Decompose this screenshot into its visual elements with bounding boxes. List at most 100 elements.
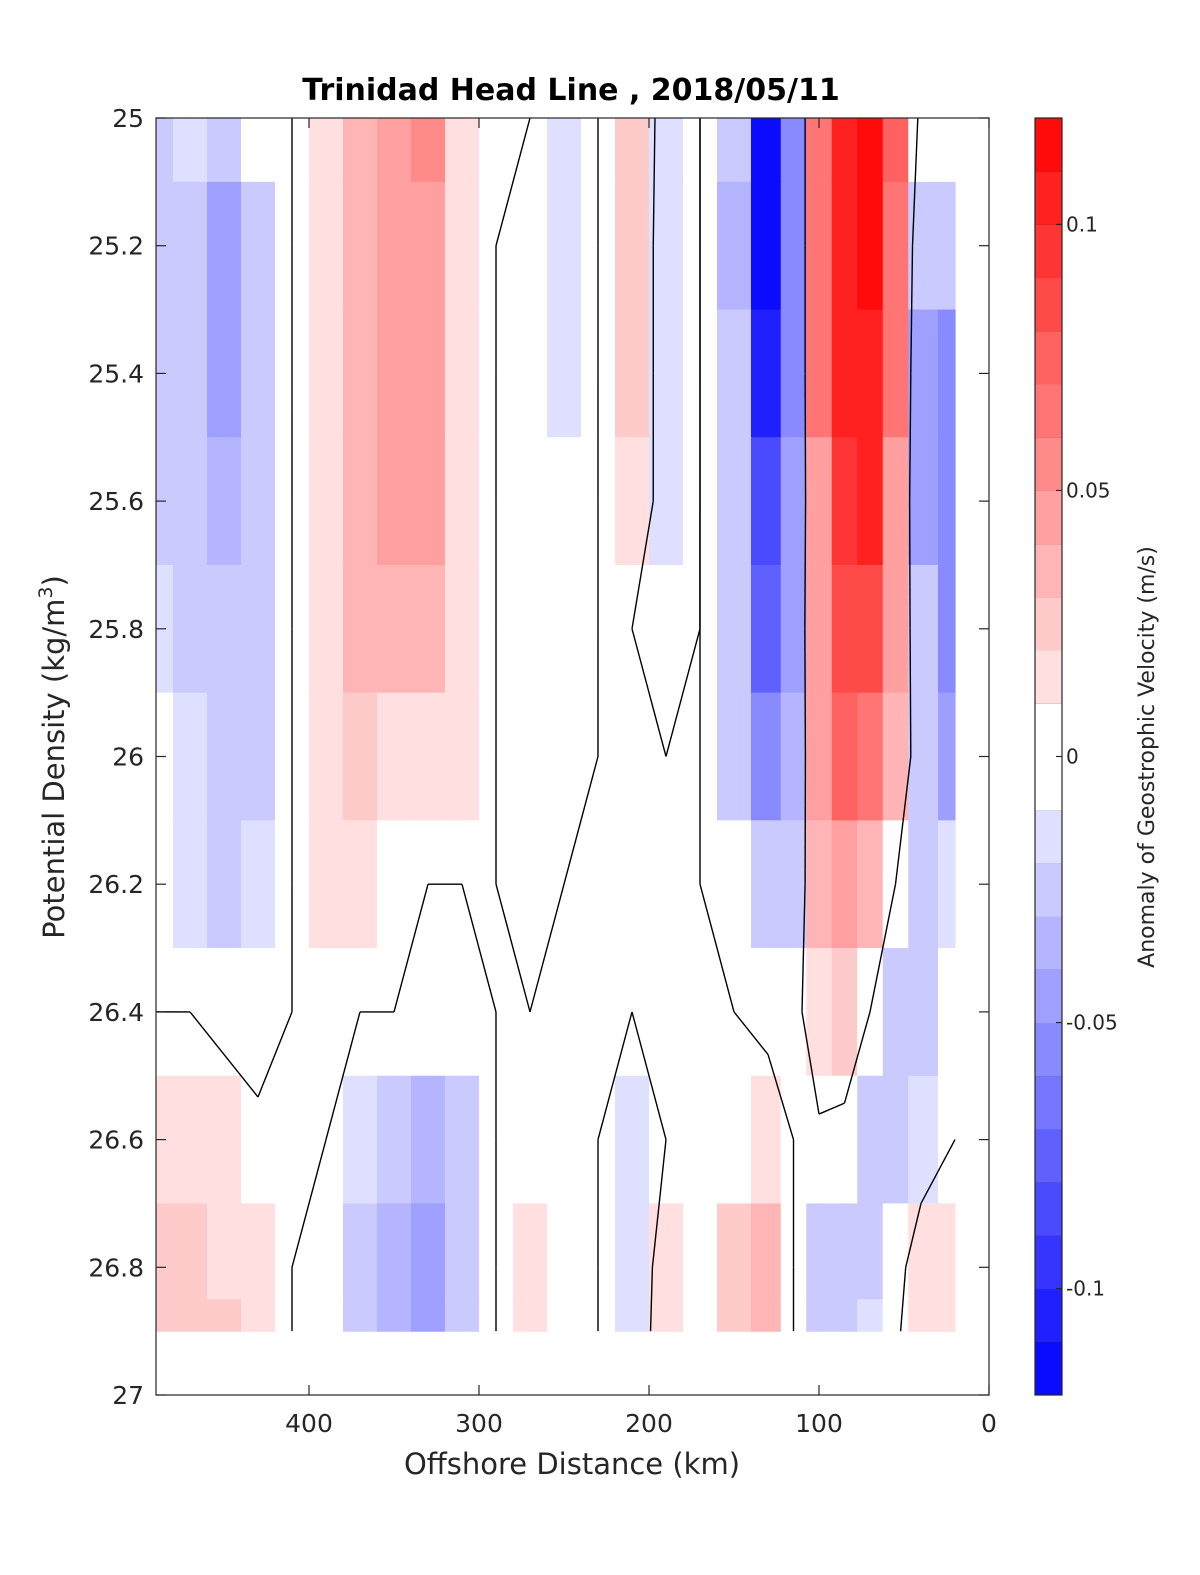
heatmap-cell: [445, 692, 480, 821]
heatmap-cell: [908, 309, 939, 438]
heatmap-cell: [751, 181, 782, 311]
plot-area: [155, 117, 989, 1395]
heatmap-cell: [445, 1203, 480, 1300]
colorbar-segment: [1035, 224, 1062, 279]
heatmap-cell: [343, 820, 378, 949]
colorbar-segment: [1035, 1235, 1062, 1290]
heatmap-cell: [831, 948, 858, 1077]
heatmap-cell: [831, 1203, 858, 1300]
heatmap-cell: [780, 820, 807, 949]
heatmap-cell: [717, 1203, 752, 1300]
heatmap-cell: [882, 309, 909, 438]
heatmap-cell: [377, 181, 412, 311]
heatmap-cell: [343, 181, 378, 311]
chart-title: Trinidad Head Line , 2018/05/11: [302, 73, 839, 108]
zero-contour-segment: [905, 1203, 922, 1268]
heatmap-cell: [207, 1299, 242, 1332]
y-tick-label: 25.4: [88, 359, 144, 388]
colorbar-segment: [1035, 596, 1062, 651]
heatmap-cell: [377, 564, 412, 694]
heatmap-cell: [173, 1299, 208, 1332]
heatmap-cell: [938, 948, 956, 1077]
y-tick-label: 26.4: [88, 998, 144, 1027]
heatmap-cell: [751, 948, 782, 1077]
zero-contour-segment: [223, 1054, 259, 1098]
heatmap-cell: [241, 437, 276, 566]
heatmap-cell: [343, 118, 378, 183]
heatmap-cell: [513, 181, 548, 311]
colorbar-segment: [1035, 437, 1062, 491]
heatmap-cell: [411, 309, 446, 438]
heatmap-cell: [683, 1203, 718, 1300]
zero-contour-segment: [908, 373, 912, 502]
heatmap-cell: [938, 118, 956, 183]
heatmap-cell: [780, 181, 807, 311]
heatmap-cell: [207, 564, 242, 694]
heatmap-cell: [882, 437, 909, 566]
heatmap-cell: [156, 118, 174, 183]
heatmap-cell: [411, 692, 446, 821]
colorbar-segment: [1035, 1022, 1062, 1077]
heatmap-cell: [173, 820, 208, 949]
heatmap-cell: [831, 564, 858, 694]
zero-contour-segment: [189, 1011, 225, 1055]
zero-contour-segment: [563, 756, 599, 885]
heatmap-cell: [938, 309, 956, 438]
y-tick-label: 25: [112, 104, 144, 133]
heatmap-cell: [717, 820, 752, 949]
heatmap-cell: [411, 181, 446, 311]
heatmap-cell: [479, 118, 514, 183]
heatmap-cell: [547, 1299, 582, 1332]
zero-contour-segment: [801, 1011, 820, 1115]
zero-contour-segment: [801, 884, 806, 1012]
heatmap-cell: [615, 820, 650, 949]
heatmap-cell: [857, 309, 884, 438]
heatmap-cell: [683, 1075, 718, 1205]
heatmap-cell: [513, 692, 548, 821]
colorbar-segment: [1035, 1128, 1062, 1183]
heatmap-cell: [717, 437, 752, 566]
zero-contour-segment: [495, 117, 531, 246]
heatmap-cell: [751, 118, 782, 183]
heatmap-cell: [938, 1203, 956, 1300]
zero-contour-segment: [325, 1011, 361, 1140]
y-tick-label: 27: [112, 1381, 144, 1410]
heatmap-cell: [377, 692, 412, 821]
heatmap-cell: [309, 692, 344, 821]
heatmap-cell: [445, 118, 480, 183]
colorbar-segment: [1035, 703, 1062, 757]
zero-contour-segment: [652, 117, 656, 246]
heatmap-cell: [581, 820, 616, 949]
heatmap-cell: [156, 1299, 174, 1332]
heatmap-cell: [241, 692, 276, 821]
colorbar-segment: [1035, 969, 1062, 1024]
zero-contour-segment: [804, 501, 807, 629]
heatmap-cell: [411, 1075, 446, 1205]
heatmap-cell: [445, 437, 480, 566]
heatmap-cell: [615, 1299, 650, 1332]
heatmap-cell: [831, 1075, 858, 1205]
heatmap-cell: [751, 309, 782, 438]
heatmap-cell: [411, 118, 446, 183]
heatmap-cell: [649, 1299, 684, 1332]
heatmap-cell: [309, 437, 344, 566]
zero-contour-segment: [909, 628, 912, 757]
heatmap-cell: [882, 948, 909, 1077]
heatmap-cell: [806, 181, 833, 311]
heatmap-cell: [806, 564, 833, 694]
heatmap-cell: [717, 1299, 752, 1332]
colorbar-tick-label: 0.05: [1066, 478, 1111, 502]
heatmap-cell: [309, 820, 344, 949]
heatmap-cell: [882, 564, 909, 694]
heatmap-cell: [857, 118, 884, 183]
colorbar-segment: [1035, 809, 1062, 864]
heatmap-cell: [207, 309, 242, 438]
zero-contour-segment: [597, 1011, 633, 1140]
heatmap-cell: [717, 181, 752, 311]
heatmap-cell: [857, 181, 884, 311]
colorbar-segment: [1035, 916, 1062, 970]
heatmap-cell: [411, 948, 446, 1077]
heatmap-cell: [649, 181, 684, 311]
heatmap-cell: [547, 948, 582, 1077]
